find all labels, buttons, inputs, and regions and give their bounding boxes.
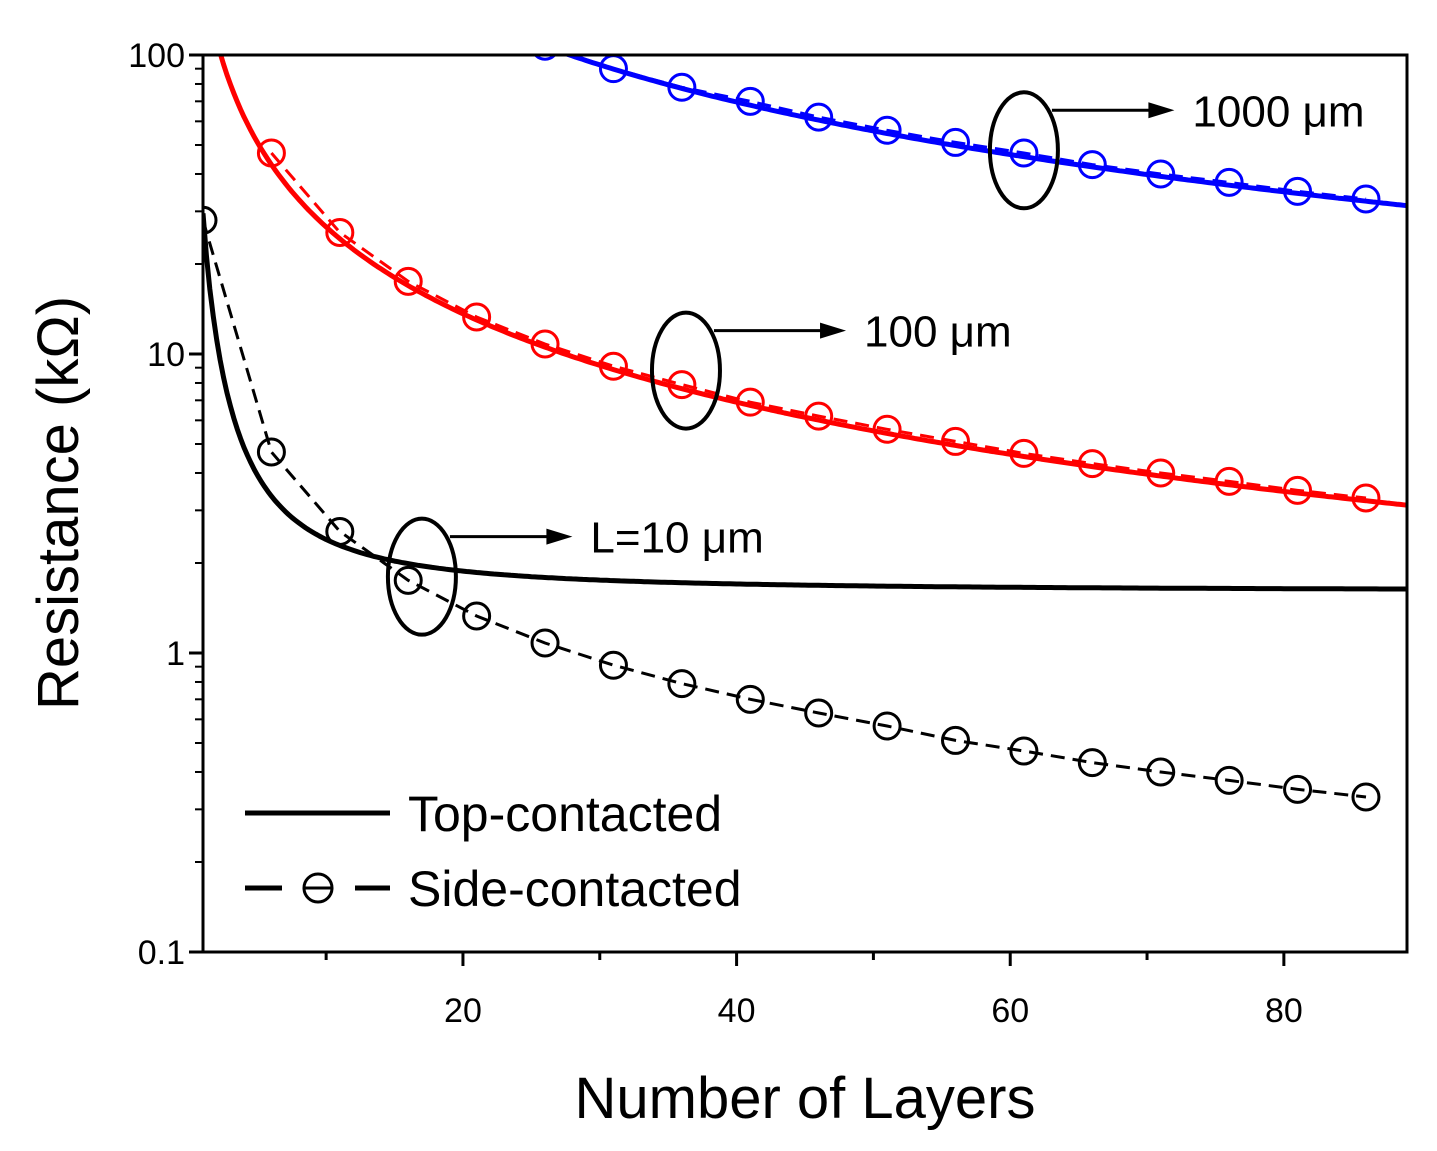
data-point	[1077, 748, 1107, 778]
data-point	[667, 370, 697, 400]
data-point	[1283, 475, 1313, 505]
legend-top-label: Top-contacted	[408, 786, 722, 842]
data-point	[1009, 438, 1039, 468]
data-point	[256, 138, 286, 168]
data-point	[941, 725, 970, 755]
y-tick-label: 0.1	[138, 934, 185, 972]
data-point	[393, 266, 423, 296]
data-point	[598, 650, 628, 680]
data-point	[1077, 449, 1107, 479]
data-point	[1351, 782, 1381, 812]
y-tick-label: 100	[128, 37, 185, 75]
data-point	[462, 601, 492, 631]
annotation-label: L=10 μm	[590, 514, 763, 563]
annotation-label: 1000 μm	[1192, 87, 1364, 136]
plot-frame	[201, 53, 1409, 954]
data-point	[667, 72, 697, 102]
x-tick-label: 20	[444, 992, 482, 1030]
data-point	[872, 711, 902, 741]
x-axis-title: Number of Layers	[575, 1066, 1036, 1131]
annotation-arrow-head	[1148, 102, 1175, 119]
series-line	[203, 213, 1407, 592]
data-point	[325, 217, 355, 247]
data-point	[393, 565, 423, 595]
data-point	[1146, 458, 1176, 488]
data-point	[462, 302, 492, 332]
data-point	[1214, 167, 1244, 197]
data-point	[941, 426, 970, 456]
data-point	[941, 127, 970, 157]
annotation-layer: 1000 μm 100 μm L=10 μm	[385, 87, 1365, 637]
legend-side-label: Side-contacted	[408, 861, 742, 917]
data-point	[804, 102, 834, 132]
data-point	[1283, 176, 1313, 206]
data-point	[804, 401, 834, 431]
series-dash-line	[203, 219, 1367, 799]
y-axis-title: Resistance (kΩ)	[26, 296, 91, 710]
series-dash-line	[566, 55, 1367, 201]
data-point	[1009, 736, 1039, 766]
annotation-ellipse	[385, 516, 458, 637]
data-point	[872, 115, 902, 145]
data-point	[804, 698, 834, 728]
data-point	[256, 437, 286, 467]
x-tick-label: 60	[991, 992, 1029, 1030]
annotation-ellipse	[987, 90, 1060, 211]
annotation-arrow-head	[820, 322, 847, 339]
data-point	[1351, 184, 1381, 214]
data-point	[1077, 150, 1107, 180]
data-point	[735, 684, 765, 714]
ticks-layer: 20 40 60 80 0.1 1 10 100	[128, 37, 1303, 1030]
data-point	[203, 205, 218, 235]
series-line	[218, 55, 1407, 508]
data-point	[533, 55, 557, 61]
annotation-label: 100 μm	[864, 308, 1012, 357]
data-point	[325, 516, 355, 546]
data-point	[1146, 159, 1176, 189]
y-tick-label: 1	[166, 635, 185, 673]
data-point	[1351, 483, 1381, 513]
data-point	[1009, 138, 1039, 168]
data-point	[667, 669, 697, 699]
data-point	[530, 329, 560, 359]
x-tick-label: 40	[718, 992, 756, 1030]
data-point	[1146, 757, 1176, 787]
data-point	[872, 414, 902, 444]
y-tick-label: 10	[147, 336, 185, 374]
x-tick-label: 80	[1265, 992, 1303, 1030]
annotation-arrow-head	[546, 528, 573, 545]
annotation-ellipse	[649, 310, 722, 431]
legend: Top-contacted Side-contacted	[245, 786, 742, 917]
data-point	[598, 351, 628, 381]
data-point	[1214, 765, 1244, 795]
series-dash-line	[270, 152, 1367, 500]
data-point	[530, 628, 560, 658]
data-point	[735, 387, 765, 417]
data-point	[1214, 466, 1244, 496]
data-point	[1283, 774, 1313, 804]
series-layer	[203, 55, 1407, 812]
data-point	[735, 86, 765, 116]
